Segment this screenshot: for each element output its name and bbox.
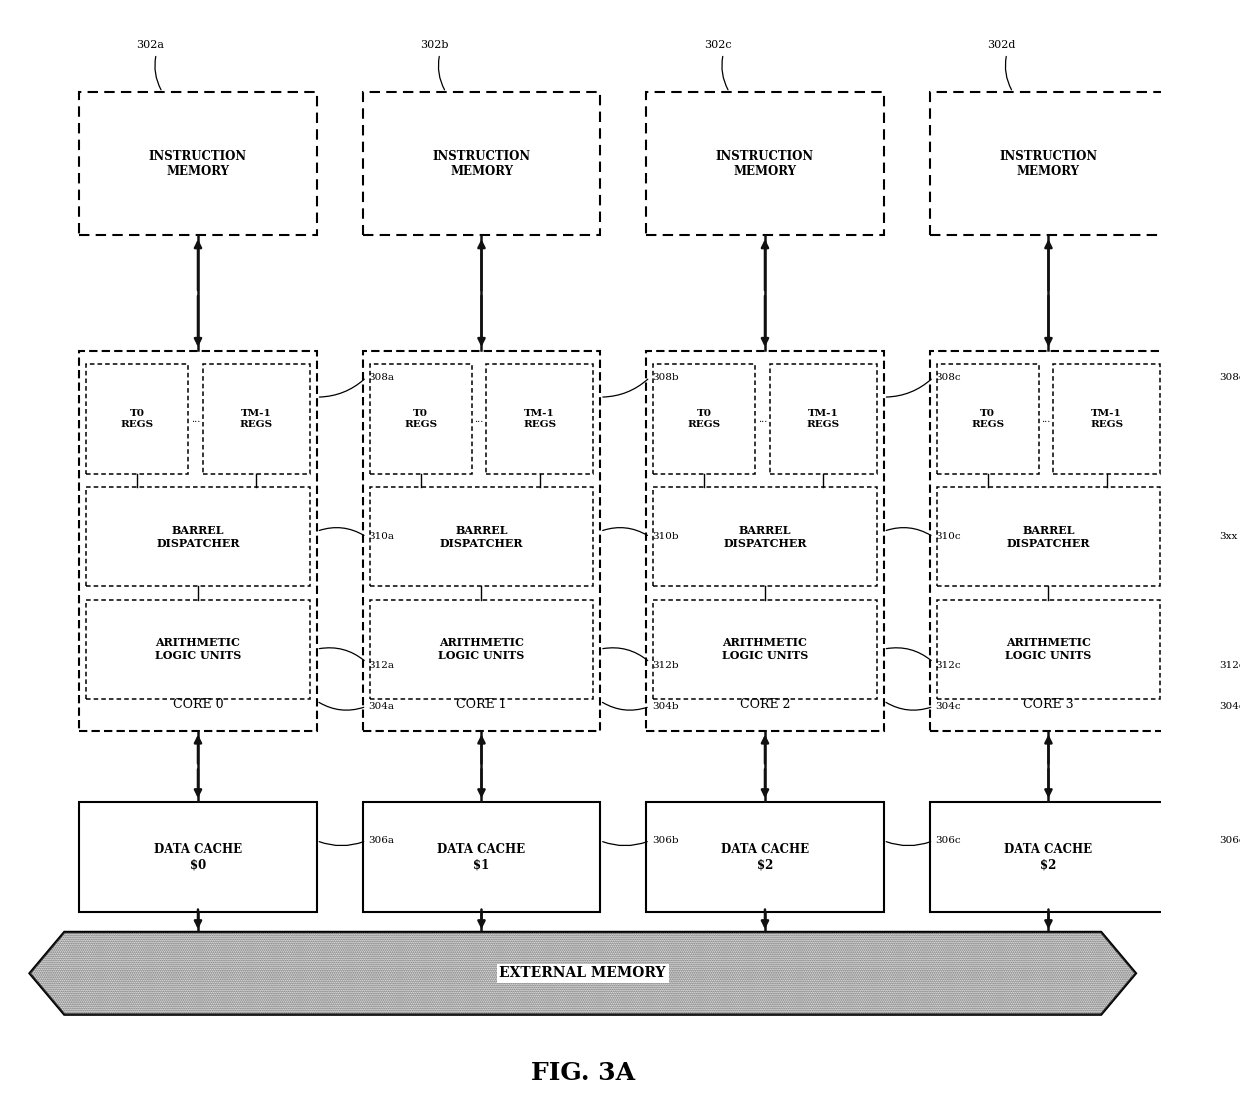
Bar (930, 92, 1167, 235)
Bar (363, 802, 600, 913)
Text: DATA CACHE
$2: DATA CACHE $2 (720, 843, 808, 872)
Bar (653, 364, 755, 475)
Text: TM-1
REGS: TM-1 REGS (523, 409, 557, 429)
Text: 304c: 304c (936, 702, 961, 711)
Text: BARREL
DISPATCHER: BARREL DISPATCHER (1007, 525, 1090, 549)
Text: INSTRUCTION
MEMORY: INSTRUCTION MEMORY (999, 150, 1097, 177)
Text: CORE 2: CORE 2 (740, 698, 790, 711)
Bar (79, 350, 316, 731)
Text: 312a: 312a (368, 661, 394, 670)
Bar (930, 350, 1167, 731)
Text: CORE 1: CORE 1 (456, 698, 507, 711)
Text: T0
REGS: T0 REGS (404, 409, 438, 429)
Text: 308c: 308c (936, 373, 961, 381)
Text: CORE 3: CORE 3 (1023, 698, 1074, 711)
Text: 302b: 302b (420, 40, 449, 50)
Bar (646, 802, 884, 913)
Text: T0
REGS: T0 REGS (688, 409, 720, 429)
Bar (770, 364, 877, 475)
Text: T0
REGS: T0 REGS (120, 409, 154, 429)
Text: 304b: 304b (652, 702, 678, 711)
Text: 306b: 306b (652, 836, 678, 845)
Bar (363, 92, 600, 235)
Text: INSTRUCTION
MEMORY: INSTRUCTION MEMORY (433, 150, 531, 177)
Text: BARREL
DISPATCHER: BARREL DISPATCHER (156, 525, 239, 549)
Bar (202, 364, 310, 475)
Bar (646, 350, 884, 731)
Text: 304a: 304a (368, 702, 394, 711)
Text: EXTERNAL MEMORY: EXTERNAL MEMORY (500, 966, 666, 980)
Text: 302d: 302d (987, 40, 1016, 50)
Bar (370, 487, 593, 587)
Bar (87, 364, 188, 475)
Text: 310a: 310a (368, 532, 394, 541)
Text: TM-1
REGS: TM-1 REGS (1090, 409, 1123, 429)
Text: FIG. 3A: FIG. 3A (531, 1061, 635, 1085)
Bar (370, 364, 471, 475)
Bar (936, 487, 1161, 587)
Bar (363, 350, 600, 731)
Bar (486, 364, 593, 475)
Polygon shape (30, 932, 1136, 1015)
Text: 308d: 308d (1219, 373, 1240, 381)
Text: 3xx: 3xx (1219, 532, 1238, 541)
Text: 310c: 310c (936, 532, 961, 541)
Text: 306d: 306d (1219, 836, 1240, 845)
Text: 308a: 308a (368, 373, 394, 381)
Text: DATA CACHE
$0: DATA CACHE $0 (154, 843, 242, 872)
Text: 312d: 312d (1219, 661, 1240, 670)
Text: BARREL
DISPATCHER: BARREL DISPATCHER (440, 525, 523, 549)
Text: BARREL
DISPATCHER: BARREL DISPATCHER (723, 525, 807, 549)
Bar (79, 802, 316, 913)
Bar (79, 92, 316, 235)
Text: INSTRUCTION
MEMORY: INSTRUCTION MEMORY (149, 150, 247, 177)
Text: 302a: 302a (136, 40, 165, 50)
Bar (930, 802, 1167, 913)
Text: ...: ... (474, 415, 484, 424)
Text: 310b: 310b (652, 532, 678, 541)
Text: 302c: 302c (704, 40, 732, 50)
Text: ...: ... (758, 415, 768, 424)
Text: CORE 0: CORE 0 (172, 698, 223, 711)
Text: 306c: 306c (936, 836, 961, 845)
Text: INSTRUCTION
MEMORY: INSTRUCTION MEMORY (715, 150, 813, 177)
Bar (370, 600, 593, 699)
Text: 306a: 306a (368, 836, 394, 845)
Text: ...: ... (191, 415, 200, 424)
Text: ARITHMETIC
LOGIC UNITS: ARITHMETIC LOGIC UNITS (155, 638, 241, 661)
Bar (87, 600, 310, 699)
Text: TM-1
REGS: TM-1 REGS (806, 409, 839, 429)
Text: ARITHMETIC
LOGIC UNITS: ARITHMETIC LOGIC UNITS (722, 638, 808, 661)
Text: DATA CACHE
$1: DATA CACHE $1 (438, 843, 526, 872)
Text: T0
REGS: T0 REGS (971, 409, 1004, 429)
Text: ARITHMETIC
LOGIC UNITS: ARITHMETIC LOGIC UNITS (439, 638, 525, 661)
Text: 312c: 312c (936, 661, 961, 670)
Text: 304d: 304d (1219, 702, 1240, 711)
Text: DATA CACHE
$2: DATA CACHE $2 (1004, 843, 1092, 872)
Bar (1053, 364, 1161, 475)
Bar (936, 364, 1039, 475)
Text: 308b: 308b (652, 373, 678, 381)
Text: ...: ... (1042, 415, 1050, 424)
Text: 312b: 312b (652, 661, 678, 670)
Bar (87, 487, 310, 587)
Text: TM-1
REGS: TM-1 REGS (239, 409, 273, 429)
Text: ARITHMETIC
LOGIC UNITS: ARITHMETIC LOGIC UNITS (1006, 638, 1091, 661)
Bar (646, 92, 884, 235)
Bar (653, 487, 877, 587)
Bar (653, 600, 877, 699)
Bar (936, 600, 1161, 699)
